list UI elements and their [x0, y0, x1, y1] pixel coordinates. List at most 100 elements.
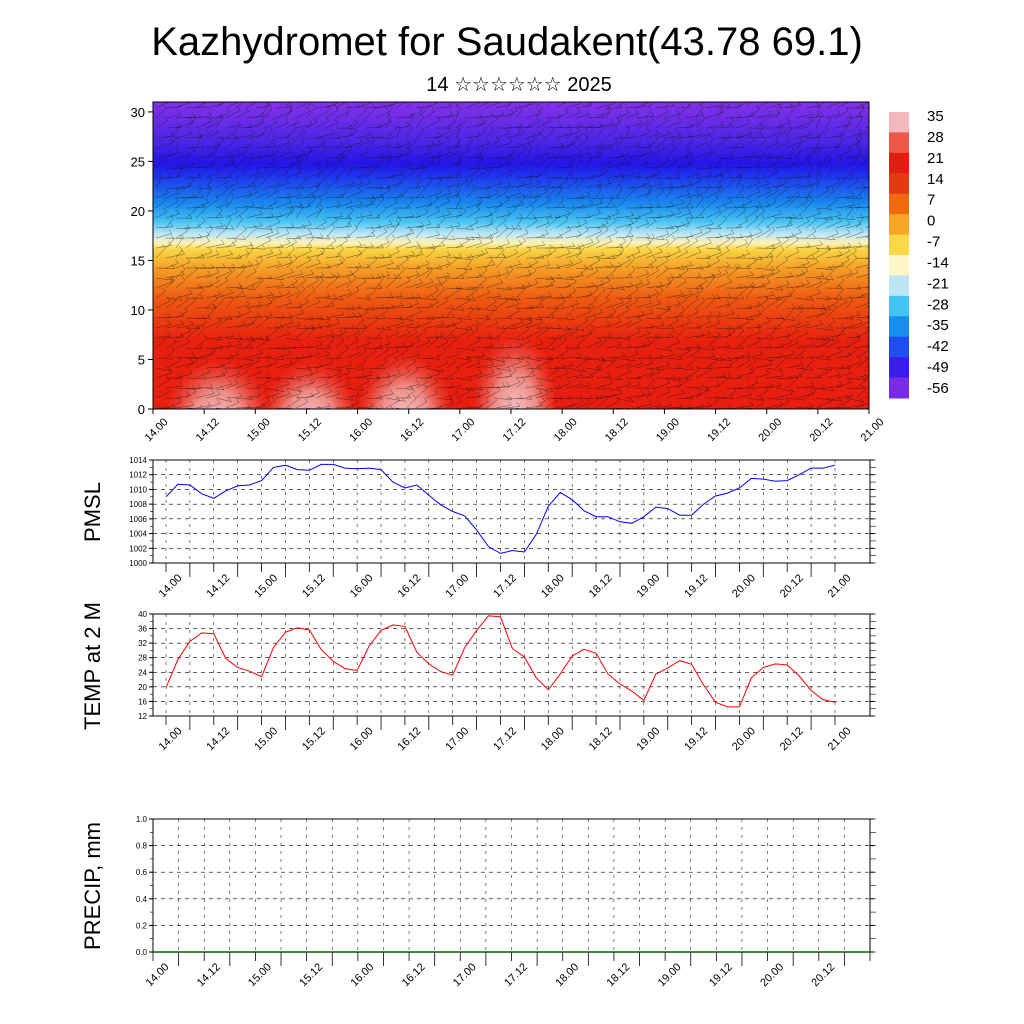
wind-barb-flag — [816, 135, 821, 140]
wind-barb — [775, 342, 792, 349]
wind-barb — [695, 187, 711, 189]
wind-barb-flag — [302, 223, 306, 229]
wind-barb-flag — [291, 222, 295, 228]
wind-barb-flag — [259, 255, 263, 260]
wind-barb — [335, 365, 352, 369]
wind-barb — [455, 227, 474, 230]
wind-barb-flag — [490, 360, 495, 365]
wind-barb-flag — [602, 357, 606, 362]
wind-barb — [655, 133, 670, 139]
wind-barb — [265, 233, 279, 239]
wind-barb-flag — [659, 354, 663, 360]
wind-barb-flag — [449, 103, 453, 108]
wind-barb-flag — [326, 350, 330, 355]
wind-barb — [455, 120, 467, 129]
wind-barb-flag — [406, 145, 411, 151]
wind-barb-flag — [774, 296, 779, 301]
wind-barb — [685, 276, 701, 279]
wind-barb-flag — [726, 102, 731, 107]
wind-barb-flag — [236, 149, 241, 155]
wind-barb-flag — [749, 231, 753, 236]
wind-barb-flag — [341, 256, 346, 261]
wind-barb-flag — [483, 117, 487, 122]
wind-barb — [265, 137, 276, 149]
wind-barb — [215, 210, 223, 219]
wind-barb — [375, 275, 390, 279]
wind-barb — [415, 204, 433, 209]
wind-barb — [395, 333, 410, 339]
wind-barb-flag — [235, 134, 239, 140]
wind-barb-flag — [711, 345, 715, 351]
wind-barb-flag — [325, 379, 329, 384]
wind-barb-flag — [209, 349, 214, 355]
wind-barb-flag — [756, 160, 760, 166]
wind-barb — [455, 149, 470, 159]
wind-barb-flag — [657, 146, 661, 151]
wind-barb-flag — [489, 219, 493, 225]
wind-barb-flag — [517, 260, 521, 265]
wind-barb-flag — [630, 219, 634, 224]
wind-barb-flag — [356, 348, 360, 354]
wind-barb — [405, 216, 421, 219]
wind-barb — [205, 145, 220, 149]
wind-barb-flag — [689, 122, 694, 127]
colorbar-label: 7 — [927, 192, 935, 209]
wind-barb-flag — [352, 274, 357, 279]
wind-barb-flag — [511, 224, 515, 230]
wind-barb-flag — [541, 134, 546, 139]
wind-barb — [215, 139, 225, 149]
wind-barb-flag — [726, 235, 730, 240]
wind-barb — [325, 393, 340, 399]
wind-barb — [305, 381, 316, 389]
wind-barb — [515, 109, 523, 119]
wind-barb-flag — [861, 375, 866, 381]
wind-barb — [445, 225, 461, 229]
wind-barb — [645, 367, 664, 371]
wind-barb-flag — [332, 236, 337, 241]
wind-barb — [405, 326, 421, 329]
wind-barb-flag — [835, 297, 839, 303]
wind-barb — [705, 277, 715, 289]
wind-barb — [395, 280, 411, 289]
wind-barb-flag — [248, 123, 253, 128]
wind-barb-flag — [637, 374, 641, 379]
x-tick-label: 16.00 — [347, 416, 375, 444]
wind-barb — [445, 257, 462, 259]
wind-barb-flag — [625, 97, 628, 101]
wind-barb-flag — [438, 264, 443, 270]
wind-barb — [245, 172, 260, 179]
wind-barb-flag — [587, 381, 591, 386]
wind-barb — [825, 233, 839, 239]
wind-barb-flag — [734, 355, 738, 361]
wind-barb-flag — [754, 214, 758, 219]
wind-barb-flag — [756, 105, 760, 110]
wind-barb — [835, 140, 844, 149]
wind-barb-flag — [677, 131, 681, 136]
wind-barb-flag — [849, 391, 853, 397]
wind-barb — [375, 277, 385, 289]
wind-barb-flag — [380, 193, 384, 198]
wind-barb-flag — [355, 286, 360, 291]
wind-barb — [225, 211, 238, 219]
wind-barb-flag — [841, 131, 845, 136]
y-tick-label: 20 — [138, 683, 147, 692]
wind-barb — [305, 279, 319, 289]
wind-barb-flag — [435, 298, 439, 303]
wind-barb — [245, 395, 261, 399]
wind-barb — [405, 390, 415, 399]
wind-barb — [325, 380, 342, 389]
wind-barb-flag — [827, 154, 831, 159]
wind-barb-flag — [457, 103, 461, 109]
wind-barb — [625, 320, 642, 329]
wind-barb-flag — [825, 276, 829, 282]
wind-barb-flag — [203, 204, 207, 209]
wind-barb-flag — [201, 324, 205, 329]
wind-barb-flag — [483, 266, 488, 271]
wind-barb — [815, 400, 831, 409]
wind-barb — [695, 257, 711, 260]
wind-barb — [435, 159, 441, 169]
wind-barb-flag — [606, 321, 610, 326]
wind-barb — [335, 339, 344, 349]
wind-barb-flag — [848, 102, 849, 103]
wind-barb — [205, 320, 222, 329]
